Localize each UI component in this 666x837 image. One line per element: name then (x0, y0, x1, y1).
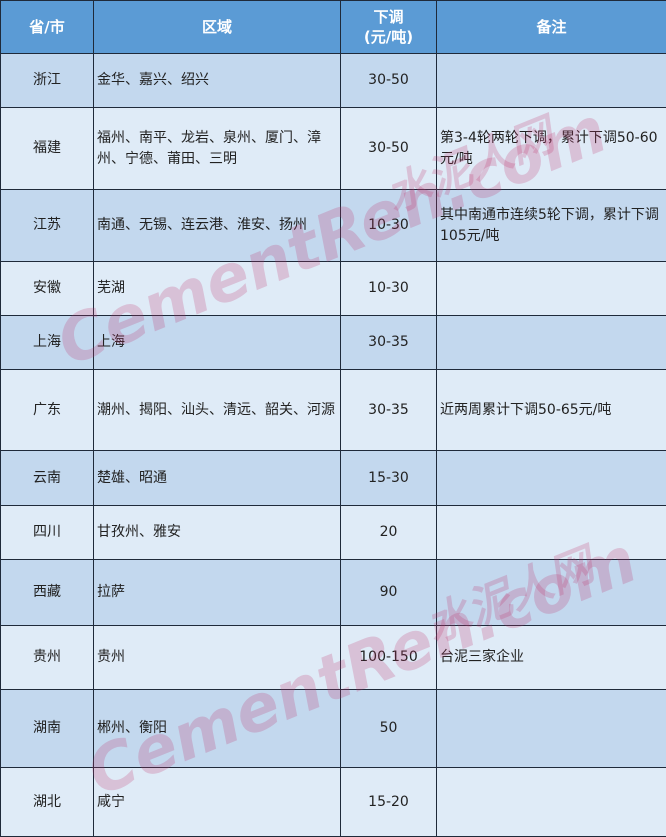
table-row: 广东 潮州、揭阳、汕头、清远、韶关、河源 30-35 近两周累计下调50-65元/吨 (0, 369, 666, 451)
cell-province: 四川 (0, 505, 94, 560)
cell-province: 福建 (0, 107, 94, 190)
cell-region: 甘孜州、雅安 (93, 505, 341, 560)
cell-note (436, 505, 666, 560)
cell-note (436, 450, 666, 506)
header-cut-label: 下调 (373, 8, 404, 26)
cell-province: 西藏 (0, 559, 94, 626)
cell-note (436, 261, 666, 316)
table-row: 西藏 拉萨 90 (0, 559, 666, 626)
cell-region: 楚雄、昭通 (93, 450, 341, 506)
table-row: 江苏 南通、无锡、连云港、淮安、扬州 10-30 其中南通市连续5轮下调，累计下调10… (0, 189, 666, 262)
cell-cut: 10-30 (340, 261, 437, 316)
header-region: 区域 (93, 0, 341, 54)
table-row: 云南 楚雄、昭通 15-30 (0, 450, 666, 506)
cell-note: 第3-4轮两轮下调，累计下调50-60元/吨 (436, 107, 666, 190)
cell-cut: 10-30 (340, 189, 437, 262)
table-row: 浙江 金华、嘉兴、绍兴 30-50 (0, 53, 666, 108)
cell-note (436, 559, 666, 626)
table-row: 福建 福州、南平、龙岩、泉州、厦门、漳州、宁德、莆田、三明 30-50 第3-4轮两轮… (0, 107, 666, 190)
cell-note: 其中南通市连续5轮下调，累计下调105元/吨 (436, 189, 666, 262)
cell-note: 台泥三家企业 (436, 625, 666, 690)
cell-cut: 90 (340, 559, 437, 626)
cell-note (436, 53, 666, 108)
cell-region: 贵州 (93, 625, 341, 690)
header-row: 省/市 区域 下调 (元/吨) 备注 (0, 0, 666, 54)
cell-province: 江苏 (0, 189, 94, 262)
cell-cut: 30-35 (340, 369, 437, 451)
cell-region: 福州、南平、龙岩、泉州、厦门、漳州、宁德、莆田、三明 (93, 107, 341, 190)
cell-province: 广东 (0, 369, 94, 451)
cell-cut: 15-20 (340, 767, 437, 837)
cell-region: 郴州、衡阳 (93, 689, 341, 768)
table-row: 四川 甘孜州、雅安 20 (0, 505, 666, 560)
cell-note (436, 689, 666, 768)
table-row: 贵州 贵州 100-150 台泥三家企业 (0, 625, 666, 690)
cell-cut: 20 (340, 505, 437, 560)
cell-province: 浙江 (0, 53, 94, 108)
cell-province: 上海 (0, 315, 94, 370)
cell-cut: 30-35 (340, 315, 437, 370)
cell-province: 云南 (0, 450, 94, 506)
header-cut-unit: (元/吨) (363, 28, 414, 46)
cell-cut: 30-50 (340, 53, 437, 108)
cell-region: 上海 (93, 315, 341, 370)
cell-note: 近两周累计下调50-65元/吨 (436, 369, 666, 451)
cell-note (436, 767, 666, 837)
cell-province: 湖南 (0, 689, 94, 768)
cell-region: 芜湖 (93, 261, 341, 316)
table-row: 上海 上海 30-35 (0, 315, 666, 370)
header-note: 备注 (436, 0, 666, 54)
cell-region: 咸宁 (93, 767, 341, 837)
cell-region: 潮州、揭阳、汕头、清远、韶关、河源 (93, 369, 341, 451)
cell-region: 南通、无锡、连云港、淮安、扬州 (93, 189, 341, 262)
cell-province: 湖北 (0, 767, 94, 837)
cell-cut: 100-150 (340, 625, 437, 690)
cell-province: 贵州 (0, 625, 94, 690)
header-province: 省/市 (0, 0, 94, 54)
cell-cut: 30-50 (340, 107, 437, 190)
cell-cut: 15-30 (340, 450, 437, 506)
cell-province: 安徽 (0, 261, 94, 316)
table-row: 安徽 芜湖 10-30 (0, 261, 666, 316)
cell-region: 拉萨 (93, 559, 341, 626)
table-row: 湖南 郴州、衡阳 50 (0, 689, 666, 768)
cell-region: 金华、嘉兴、绍兴 (93, 53, 341, 108)
header-cut: 下调 (元/吨) (340, 0, 437, 54)
cell-cut: 50 (340, 689, 437, 768)
table-row: 湖北 咸宁 15-20 (0, 767, 666, 837)
cell-note (436, 315, 666, 370)
